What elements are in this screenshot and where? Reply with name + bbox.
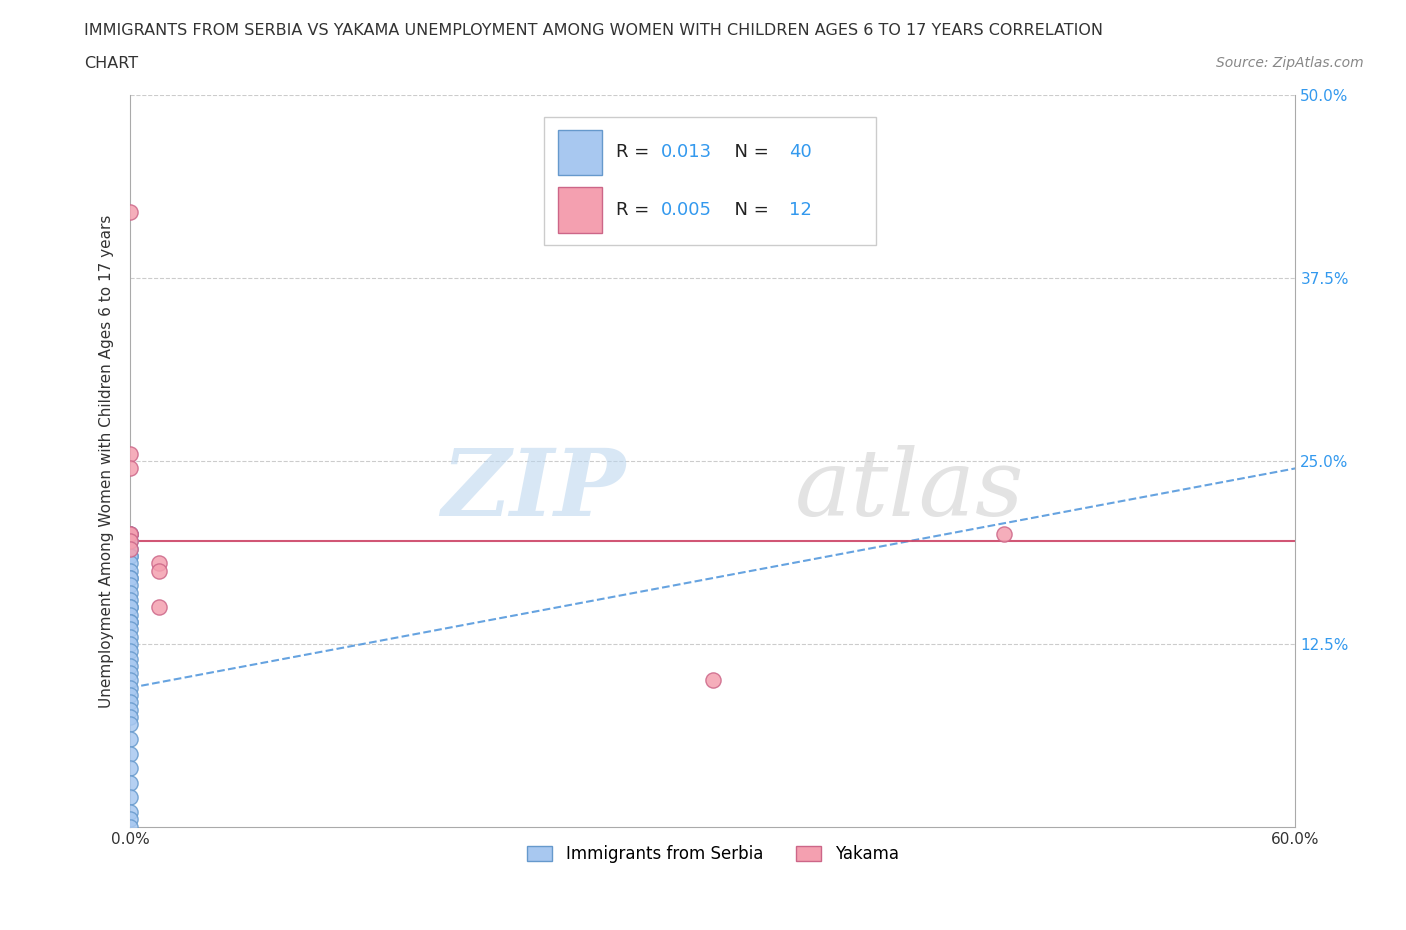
Point — [993, 526, 1015, 541]
Point — [120, 534, 142, 549]
FancyBboxPatch shape — [558, 129, 602, 175]
Point — [120, 644, 142, 658]
Point — [120, 585, 142, 600]
Text: 40: 40 — [789, 143, 811, 161]
Point — [120, 673, 142, 688]
Point — [120, 804, 142, 819]
Text: atlas: atlas — [794, 445, 1024, 536]
Point — [120, 541, 142, 556]
Point — [120, 746, 142, 761]
Point — [120, 615, 142, 630]
Point — [120, 666, 142, 681]
Text: R =: R = — [616, 201, 655, 219]
Text: 0.013: 0.013 — [661, 143, 711, 161]
Point — [120, 526, 142, 541]
Point — [120, 776, 142, 790]
Point — [120, 549, 142, 564]
Point — [148, 556, 170, 571]
Text: 0.005: 0.005 — [661, 201, 711, 219]
Point — [120, 526, 142, 541]
Point — [148, 600, 170, 615]
Point — [120, 461, 142, 476]
Point — [120, 636, 142, 651]
Point — [120, 571, 142, 586]
Point — [120, 526, 142, 541]
Point — [120, 615, 142, 630]
Point — [120, 564, 142, 578]
Point — [120, 710, 142, 724]
Point — [120, 732, 142, 747]
Point — [120, 629, 142, 644]
Point — [148, 564, 170, 578]
Point — [120, 761, 142, 776]
Point — [120, 622, 142, 637]
Point — [120, 819, 142, 834]
Point — [120, 651, 142, 666]
FancyBboxPatch shape — [558, 187, 602, 232]
Point — [120, 571, 142, 586]
Point — [120, 592, 142, 607]
Legend: Immigrants from Serbia, Yakama: Immigrants from Serbia, Yakama — [520, 838, 905, 870]
Point — [120, 205, 142, 219]
Point — [120, 702, 142, 717]
Point — [120, 790, 142, 804]
Text: ZIP: ZIP — [441, 445, 626, 536]
Point — [120, 687, 142, 702]
Text: N =: N = — [723, 201, 775, 219]
Point — [120, 541, 142, 556]
Text: 12: 12 — [789, 201, 811, 219]
Text: IMMIGRANTS FROM SERBIA VS YAKAMA UNEMPLOYMENT AMONG WOMEN WITH CHILDREN AGES 6 T: IMMIGRANTS FROM SERBIA VS YAKAMA UNEMPLO… — [84, 23, 1104, 38]
Point — [120, 695, 142, 710]
Y-axis label: Unemployment Among Women with Children Ages 6 to 17 years: Unemployment Among Women with Children A… — [100, 215, 114, 708]
Point — [120, 534, 142, 549]
FancyBboxPatch shape — [544, 117, 876, 246]
Point — [120, 658, 142, 673]
Point — [120, 600, 142, 615]
Point — [120, 549, 142, 564]
Text: Source: ZipAtlas.com: Source: ZipAtlas.com — [1216, 56, 1364, 70]
Text: CHART: CHART — [84, 56, 138, 71]
Point — [702, 673, 724, 688]
Point — [120, 600, 142, 615]
Point — [120, 578, 142, 592]
Point — [120, 446, 142, 461]
Point — [120, 717, 142, 732]
Text: N =: N = — [723, 143, 775, 161]
Point — [120, 556, 142, 571]
Point — [120, 681, 142, 696]
Text: R =: R = — [616, 143, 655, 161]
Point — [120, 812, 142, 827]
Point — [120, 526, 142, 541]
Point — [120, 607, 142, 622]
